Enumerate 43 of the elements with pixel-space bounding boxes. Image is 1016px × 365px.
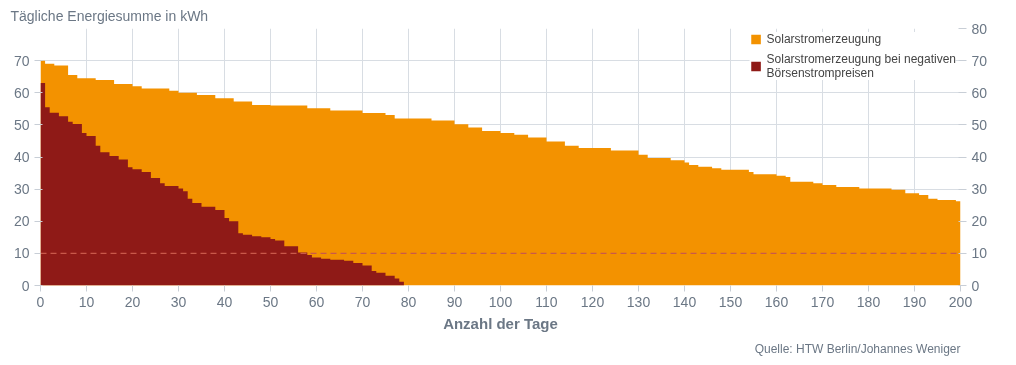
y-tick-label: 10 [13, 245, 30, 262]
legend-label: Solarstromerzeugung [766, 32, 882, 46]
x-tick-label: 190 [902, 293, 927, 310]
y2-tick-label: 0 [971, 277, 980, 294]
y2-tick-label: 40 [971, 149, 988, 165]
x-tick-label: 100 [488, 293, 513, 310]
y-tick-label: 60 [13, 84, 30, 101]
y-tick-label: 70 [13, 52, 30, 69]
y-tick-label: 50 [13, 116, 30, 133]
x-tick-label: 180 [856, 293, 881, 310]
y2-tick-label: 60 [971, 84, 988, 101]
x-tick-label: 90 [446, 293, 463, 310]
y-tick-label: 40 [13, 149, 30, 165]
x-tick-label: 40 [216, 293, 233, 310]
x-tick-label: 50 [262, 293, 279, 310]
x-tick-label: 160 [764, 293, 789, 310]
source-note: Quelle: HTW Berlin/Johannes Weniger [754, 341, 961, 356]
x-tick-label: 60 [308, 293, 325, 310]
x-tick-label: 200 [948, 293, 973, 310]
y2-tick-label: 80 [971, 20, 988, 37]
y2-tick-label: 10 [971, 245, 988, 262]
y-tick-label: 20 [13, 213, 30, 230]
y2-tick-label: 50 [971, 116, 988, 133]
y2-tick-label: 70 [971, 52, 988, 69]
y2-tick-label: 20 [971, 213, 988, 230]
y2-tick-label: 30 [971, 181, 988, 198]
x-tick-label: 0 [36, 293, 45, 310]
x-tick-label: 30 [170, 293, 187, 310]
x-tick-label: 140 [672, 293, 697, 310]
x-tick-label: 170 [810, 293, 835, 310]
x-tick-label: 10 [78, 293, 95, 310]
x-tick-label: 120 [580, 293, 605, 310]
legend-label: Solarstromerzeugung bei negativen Börsenstrompreisen [766, 52, 956, 80]
y-tick-label: 30 [13, 181, 30, 198]
x-tick-label: 150 [718, 293, 743, 310]
y-tick-label: 0 [21, 277, 30, 294]
x-tick-label: 70 [354, 293, 371, 310]
x-tick-label: 80 [400, 293, 417, 310]
y-axis-title: Tägliche Energiesumme in kWh [10, 7, 209, 24]
x-axis-title: Anzahl der Tage [443, 314, 558, 332]
x-tick-label: 110 [535, 293, 558, 310]
x-tick-label: 20 [124, 293, 141, 310]
x-tick-label: 130 [626, 293, 651, 310]
